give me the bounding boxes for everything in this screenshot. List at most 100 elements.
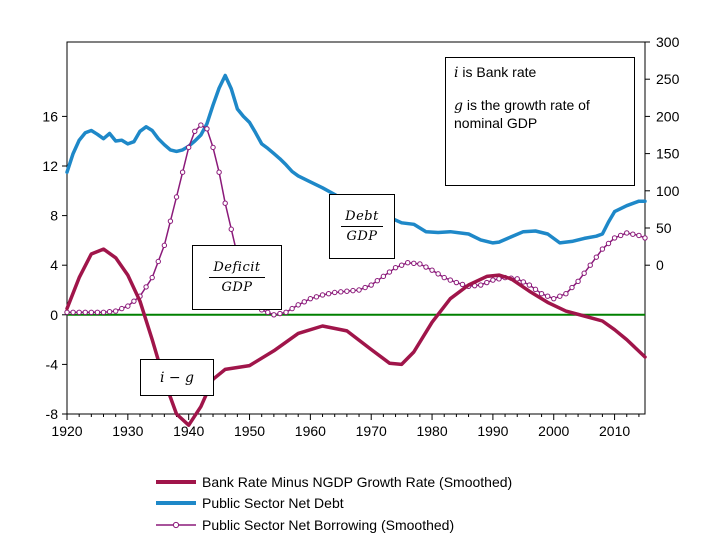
series-point-public-sector-net-borrowing-smoothed [265, 309, 271, 316]
right-tick-label: 100 [656, 183, 680, 199]
x-tick-label: 1960 [295, 423, 326, 439]
series-point-public-sector-net-borrowing-smoothed [636, 232, 642, 239]
right-tick-label: 50 [656, 220, 672, 236]
series-point-public-sector-net-borrowing-smoothed [551, 295, 557, 302]
legend: Bank Rate Minus NGDP Growth Rate (Smooth… [156, 474, 512, 533]
series-point-public-sector-net-borrowing-smoothed [423, 264, 429, 270]
series-point-public-sector-net-borrowing-smoothed [173, 194, 180, 200]
i-minus-g-text: i − g [159, 369, 195, 386]
series-layer [64, 73, 648, 427]
series-point-public-sector-net-borrowing-smoothed [624, 230, 630, 236]
series-point-public-sector-net-borrowing-smoothed [581, 270, 587, 276]
x-tick-label: 1970 [356, 423, 387, 439]
series-point-public-sector-net-borrowing-smoothed [277, 310, 283, 317]
series-point-public-sector-net-borrowing-smoothed [544, 293, 551, 299]
series-point-public-sector-net-borrowing-smoothed [125, 303, 131, 309]
series-point-public-sector-net-borrowing-smoothed [301, 299, 307, 305]
x-tick-label: 1920 [51, 423, 82, 439]
series-point-public-sector-net-borrowing-smoothed [563, 291, 569, 297]
series-point-public-sector-net-borrowing-smoothed [271, 312, 277, 318]
series-point-public-sector-net-borrowing-smoothed [362, 284, 368, 291]
series-point-public-sector-net-borrowing-smoothed [453, 279, 460, 286]
deficit-numerator: Deficit [209, 260, 265, 278]
debt-gdp-label: Debt GDP [329, 194, 395, 259]
series-point-public-sector-net-borrowing-smoothed [100, 309, 107, 316]
right-tick-label: 150 [656, 146, 680, 162]
note-var-i: i [454, 65, 459, 81]
series-line-public-sector-net-debt [65, 73, 647, 245]
series-point-public-sector-net-borrowing-smoothed [380, 273, 387, 280]
series-point-public-sector-net-borrowing-smoothed [520, 279, 527, 285]
series-point-public-sector-net-borrowing-smoothed [313, 294, 320, 300]
note-line-2: g is the growth rate of nominal GDP [454, 97, 626, 132]
series-point-public-sector-net-borrowing-smoothed [143, 284, 149, 290]
note-var-g: g [454, 98, 463, 114]
x-tick-label: 2000 [538, 423, 569, 439]
series-point-public-sector-net-borrowing-smoothed [289, 305, 295, 312]
series-point-public-sector-net-borrowing-smoothed [447, 277, 454, 283]
series-point-public-sector-net-borrowing-smoothed [374, 278, 380, 284]
left-tick-label: 8 [50, 208, 58, 224]
right-tick-label: 200 [656, 108, 680, 124]
series-point-public-sector-net-borrowing-smoothed [605, 240, 612, 247]
x-tick-label: 1940 [173, 423, 204, 439]
series-point-public-sector-net-borrowing-smoothed [490, 277, 496, 283]
series-point-public-sector-net-borrowing-smoothed [630, 231, 636, 237]
right-tick-label: 0 [656, 257, 664, 273]
series-point-public-sector-net-borrowing-smoothed [642, 235, 648, 241]
series-point-public-sector-net-borrowing-smoothed [185, 144, 192, 151]
legend-marker [172, 521, 180, 529]
right-tick-label: 300 [656, 34, 680, 50]
debt-denominator: GDP [346, 229, 378, 244]
series-point-public-sector-net-borrowing-smoothed [179, 169, 186, 175]
series-point-public-sector-net-borrowing-smoothed [106, 309, 113, 315]
series-point-public-sector-net-borrowing-smoothed [429, 267, 435, 273]
x-tick-label: 1950 [234, 423, 265, 439]
legend-label: Bank Rate Minus NGDP Growth Rate (Smooth… [202, 474, 512, 490]
series-point-public-sector-net-borrowing-smoothed [210, 144, 216, 151]
series-point-public-sector-net-borrowing-smoothed [417, 261, 423, 267]
series-point-public-sector-net-borrowing-smoothed [587, 262, 593, 268]
series-point-public-sector-net-borrowing-smoothed [344, 288, 350, 294]
series-point-public-sector-net-borrowing-smoothed [411, 260, 417, 267]
debt-numerator: Debt [341, 209, 383, 227]
left-tick-label: -4 [46, 356, 59, 372]
series-point-public-sector-net-borrowing-smoothed [319, 292, 326, 298]
series-point-public-sector-net-borrowing-smoothed [356, 287, 362, 293]
series-point-public-sector-net-borrowing-smoothed [532, 286, 539, 293]
series-point-public-sector-net-borrowing-smoothed [64, 309, 70, 316]
series-point-public-sector-net-borrowing-smoothed [350, 287, 356, 294]
series-point-public-sector-net-borrowing-smoothed [392, 264, 399, 271]
series-point-public-sector-net-borrowing-smoothed [112, 308, 119, 314]
series-point-public-sector-net-borrowing-smoothed [368, 282, 374, 288]
series-point-public-sector-net-borrowing-smoothed [593, 254, 600, 260]
series-point-public-sector-net-borrowing-smoothed [569, 284, 575, 291]
series-point-public-sector-net-borrowing-smoothed [325, 291, 332, 297]
note-box: i is Bank rate g is the growth rate of n… [445, 57, 635, 186]
series-point-public-sector-net-borrowing-smoothed [76, 309, 82, 316]
series-point-public-sector-net-borrowing-smoothed [611, 235, 618, 241]
series-point-public-sector-net-borrowing-smoothed [88, 309, 95, 316]
legend-label: Public Sector Net Debt [202, 495, 344, 511]
axis-ticks: 16 12 8 4 0 -4 -8 300 250 200 150 100 50 0 1920 1930 194… [42, 34, 679, 439]
series-point-public-sector-net-borrowing-smoothed [149, 274, 155, 281]
x-tick-label: 1980 [416, 423, 447, 439]
i-minus-g-label: i − g [140, 359, 214, 396]
legend-label: Public Sector Net Borrowing (Smoothed) [202, 517, 454, 533]
series-point-public-sector-net-borrowing-smoothed [405, 260, 411, 266]
series-point-public-sector-net-borrowing-smoothed [478, 282, 484, 288]
note-text-2: is the growth rate of nominal GDP [454, 97, 590, 131]
series-point-public-sector-net-borrowing-smoothed [307, 295, 314, 302]
series-point-public-sector-net-borrowing-smoothed [575, 278, 581, 285]
series-point-public-sector-net-borrowing-smoothed [526, 282, 533, 288]
series-point-public-sector-net-borrowing-smoothed [435, 271, 441, 277]
left-tick-label: 0 [50, 307, 58, 323]
left-tick-label: 16 [42, 108, 58, 124]
x-tick-label: 2010 [599, 423, 630, 439]
x-tick-label: 1990 [477, 423, 508, 439]
left-tick-label: 12 [42, 158, 58, 174]
series-point-public-sector-net-borrowing-smoothed [484, 279, 490, 286]
right-tick-label: 250 [656, 71, 680, 87]
series-point-public-sector-net-borrowing-smoothed [557, 293, 563, 299]
